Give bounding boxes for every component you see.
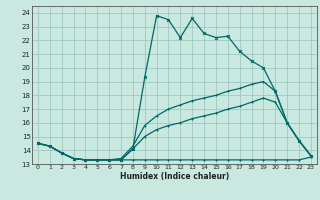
X-axis label: Humidex (Indice chaleur): Humidex (Indice chaleur): [120, 172, 229, 181]
